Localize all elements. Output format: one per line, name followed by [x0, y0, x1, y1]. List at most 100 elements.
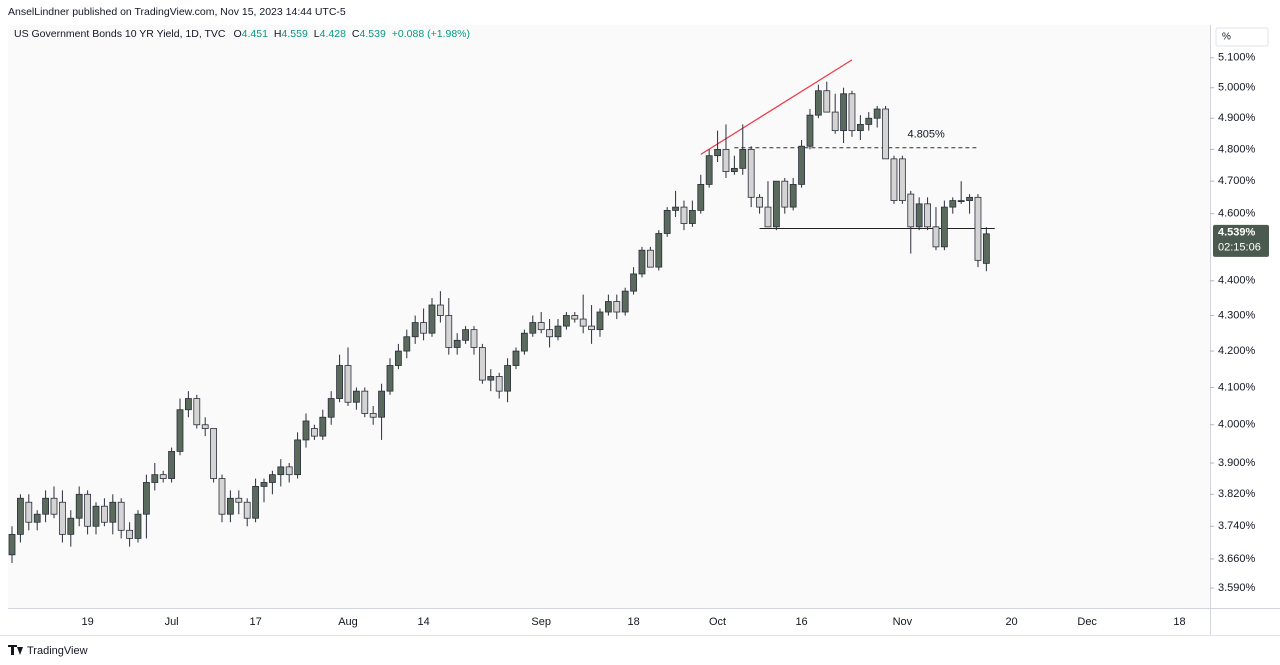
candle-body	[268, 474, 276, 483]
legend: US Government Bonds 10 YR Yield, 1D, TVC…	[14, 28, 470, 40]
candle-body	[856, 124, 864, 132]
candle-body	[554, 325, 562, 338]
candle-body	[210, 428, 217, 479]
candle-body	[546, 329, 553, 338]
legend-key: C	[352, 28, 360, 40]
candle-body	[949, 200, 957, 208]
candle-body	[117, 501, 125, 531]
candle-body	[966, 196, 973, 201]
x-tick-label: Nov	[893, 616, 913, 628]
y-tick-label: 4.700%	[1218, 175, 1256, 187]
candle-body	[722, 148, 730, 172]
y-tick-label: 3.900%	[1218, 457, 1256, 469]
legend-key: L	[314, 28, 320, 40]
legend-value: 4.539	[360, 28, 386, 40]
countdown: 02:15:06	[1218, 242, 1261, 254]
published-info: AnselLindner published on TradingView.co…	[8, 6, 346, 18]
x-tick-label: 17	[249, 616, 261, 628]
candle-body	[453, 339, 461, 348]
candle-body	[714, 148, 721, 157]
candle-body	[747, 148, 755, 198]
candle-body	[655, 233, 663, 268]
price-label-box	[1213, 224, 1269, 257]
candle-body	[487, 376, 495, 381]
candle-body	[756, 196, 763, 208]
candle-body	[226, 497, 234, 515]
candle-body	[982, 233, 990, 264]
y-tick-label: 3.740%	[1218, 520, 1256, 532]
candle-body	[789, 183, 797, 208]
candle-body	[16, 497, 24, 535]
y-tick-label: 4.600%	[1218, 208, 1256, 220]
candle-body	[352, 390, 360, 403]
candle-body	[604, 301, 612, 313]
y-tick-label: 4.100%	[1218, 381, 1256, 393]
legend-change: +0.088 (+1.98%)	[392, 28, 470, 40]
y-tick-label: 4.400%	[1218, 275, 1256, 287]
y-tick-label: 4.200%	[1218, 345, 1256, 357]
candle-body	[33, 513, 41, 523]
candle-body	[151, 474, 159, 483]
legend-value: 4.451	[242, 28, 268, 40]
candle-body	[462, 329, 469, 341]
candle-body	[814, 90, 822, 116]
candle-body	[310, 428, 318, 437]
candle-body	[8, 533, 16, 556]
candle-body	[865, 117, 873, 125]
x-tick-label: Sep	[531, 616, 551, 628]
candle-body	[92, 505, 100, 527]
candle-body	[176, 409, 184, 452]
y-tick-label: 4.300%	[1218, 309, 1256, 321]
candle-body	[621, 290, 629, 313]
y-tick-label: 4.800%	[1218, 143, 1256, 155]
candle-body	[260, 482, 268, 487]
candle-body	[630, 273, 637, 292]
candle-body	[772, 180, 780, 228]
candle-body	[697, 183, 705, 211]
candle-body	[898, 158, 906, 201]
candle-body	[294, 439, 301, 476]
candle-body	[596, 311, 604, 331]
candle-body	[470, 329, 478, 348]
candle-body	[235, 497, 243, 503]
candle-body	[58, 501, 66, 535]
candle-body	[302, 420, 310, 441]
candle-body	[882, 108, 889, 160]
candle-body	[50, 497, 58, 515]
candle-body	[588, 325, 595, 331]
candle-body	[848, 93, 856, 132]
reference-label: 4.805%	[908, 129, 946, 141]
candle-body	[109, 501, 117, 523]
candle-body	[201, 424, 209, 429]
candle-body	[924, 203, 931, 228]
candle-body	[75, 493, 83, 519]
candle-body	[512, 350, 520, 366]
candle-body	[277, 466, 285, 476]
candle-body	[344, 365, 352, 403]
candle-body	[428, 304, 436, 334]
legend-key: H	[274, 28, 282, 40]
plot-area	[8, 25, 1210, 608]
x-tick-label: Oct	[709, 616, 726, 628]
candle-body	[890, 158, 898, 201]
x-tick-label: 14	[417, 616, 429, 628]
candle-body	[974, 196, 982, 261]
candle-body	[680, 206, 688, 224]
candle-body	[520, 332, 528, 352]
candle-body	[537, 322, 545, 331]
candle-body	[159, 474, 167, 479]
candle-body	[932, 226, 940, 248]
y-tick-label: 5.100%	[1218, 52, 1256, 64]
candle-body	[940, 206, 948, 248]
legend-value: 4.428	[320, 28, 346, 40]
candle-body	[285, 466, 293, 476]
candle-body	[42, 497, 49, 515]
candle-body	[394, 350, 402, 366]
candle-body	[529, 322, 537, 334]
candle-body	[445, 315, 453, 348]
candle-body	[638, 249, 646, 275]
candle-body	[361, 390, 369, 414]
candle-body	[672, 206, 679, 211]
